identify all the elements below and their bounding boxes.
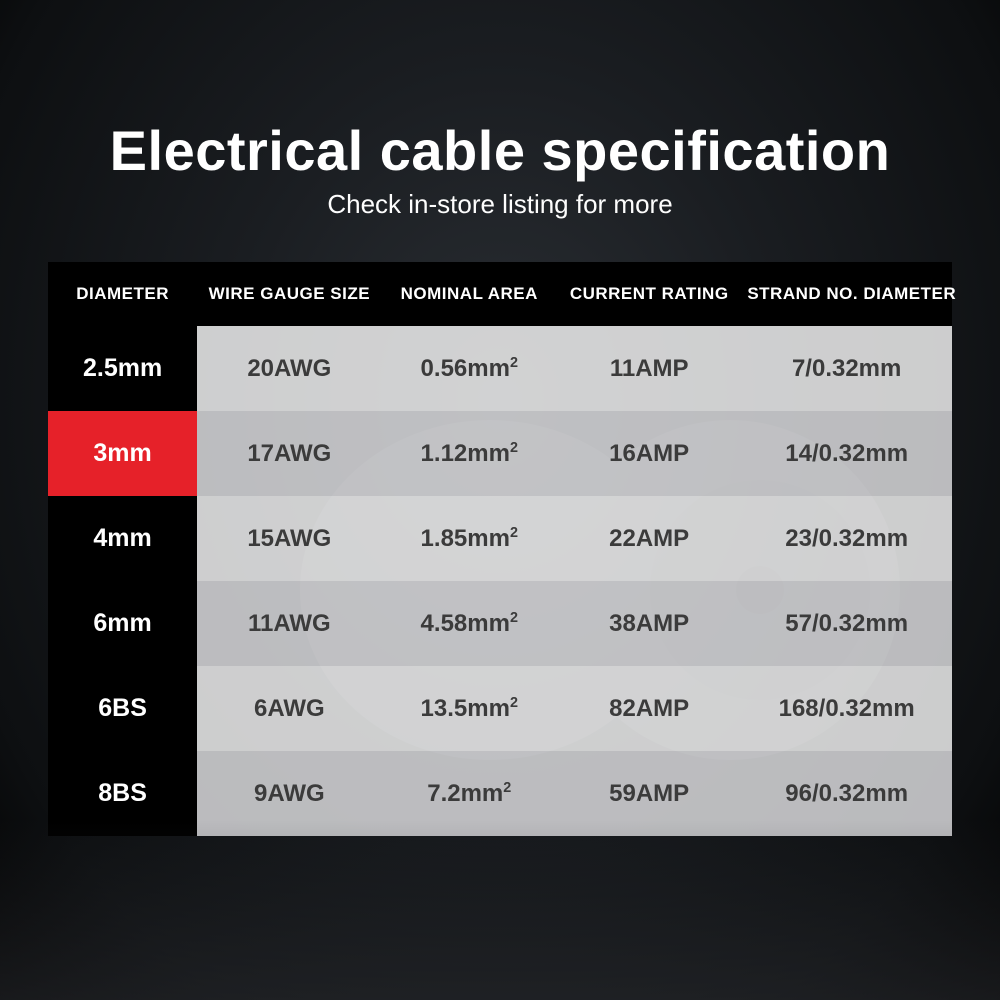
table-header-row: DIAMETER WIRE GAUGE SIZE NOMINAL AREA CU… — [48, 262, 952, 326]
cell-strand: 7/0.32mm — [741, 326, 952, 411]
cell-gauge: 15AWG — [197, 496, 381, 581]
spec-table: DIAMETER WIRE GAUGE SIZE NOMINAL AREA CU… — [48, 262, 952, 836]
cell-current: 22AMP — [557, 496, 741, 581]
cell-strand: 96/0.32mm — [741, 751, 952, 836]
cell-area: 1.12mm2 — [382, 411, 558, 496]
col-strand: STRAND NO. DIAMETER — [741, 262, 952, 326]
cell-strand: 14/0.32mm — [741, 411, 952, 496]
table-row: 2.5mm20AWG0.56mm211AMP7/0.32mm — [48, 326, 952, 411]
cell-current: 16AMP — [557, 411, 741, 496]
cell-gauge: 9AWG — [197, 751, 381, 836]
cell-strand: 23/0.32mm — [741, 496, 952, 581]
page-title: Electrical cable specification — [0, 118, 1000, 183]
hero: Electrical cable specification Check in-… — [0, 118, 1000, 220]
cell-strand: 168/0.32mm — [741, 666, 952, 751]
cell-diameter: 3mm — [48, 411, 197, 496]
table-row: 3mm17AWG1.12mm216AMP14/0.32mm — [48, 411, 952, 496]
cell-area: 0.56mm2 — [382, 326, 558, 411]
table-row: 4mm15AWG1.85mm222AMP23/0.32mm — [48, 496, 952, 581]
cell-diameter: 2.5mm — [48, 326, 197, 411]
col-diameter: DIAMETER — [48, 262, 197, 326]
cell-area: 4.58mm2 — [382, 581, 558, 666]
cell-gauge: 20AWG — [197, 326, 381, 411]
cell-area: 1.85mm2 — [382, 496, 558, 581]
cell-strand: 57/0.32mm — [741, 581, 952, 666]
floor-gradient — [0, 820, 1000, 1000]
col-gauge: WIRE GAUGE SIZE — [197, 262, 381, 326]
cell-gauge: 11AWG — [197, 581, 381, 666]
col-current: CURRENT RATING — [557, 262, 741, 326]
cell-area: 7.2mm2 — [382, 751, 558, 836]
cell-gauge: 6AWG — [197, 666, 381, 751]
page-subtitle: Check in-store listing for more — [0, 189, 1000, 220]
cell-gauge: 17AWG — [197, 411, 381, 496]
cell-diameter: 6mm — [48, 581, 197, 666]
col-area: NOMINAL AREA — [382, 262, 558, 326]
spec-table-wrap: DIAMETER WIRE GAUGE SIZE NOMINAL AREA CU… — [48, 262, 952, 836]
cell-current: 82AMP — [557, 666, 741, 751]
table-row: 6BS6AWG13.5mm282AMP168/0.32mm — [48, 666, 952, 751]
cell-diameter: 4mm — [48, 496, 197, 581]
table-row: 8BS9AWG7.2mm259AMP96/0.32mm — [48, 751, 952, 836]
cell-current: 11AMP — [557, 326, 741, 411]
cell-area: 13.5mm2 — [382, 666, 558, 751]
cell-current: 59AMP — [557, 751, 741, 836]
cell-current: 38AMP — [557, 581, 741, 666]
cell-diameter: 6BS — [48, 666, 197, 751]
spec-table-body: 2.5mm20AWG0.56mm211AMP7/0.32mm3mm17AWG1.… — [48, 326, 952, 836]
cell-diameter: 8BS — [48, 751, 197, 836]
table-row: 6mm11AWG4.58mm238AMP57/0.32mm — [48, 581, 952, 666]
